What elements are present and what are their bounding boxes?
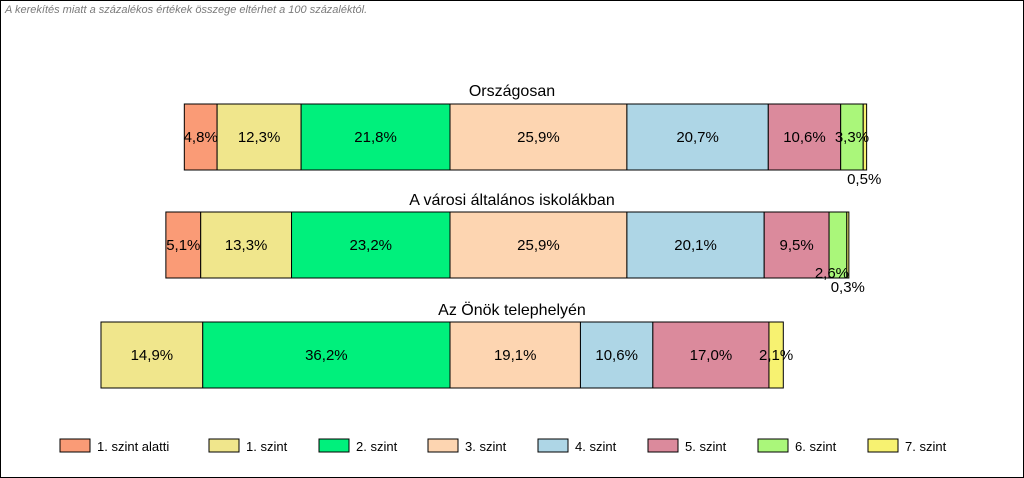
data-label: 10,6% xyxy=(783,129,826,146)
legend-swatch xyxy=(318,438,350,453)
row-title: Országosan xyxy=(469,83,555,100)
data-label: 12,3% xyxy=(238,129,281,146)
data-label: 10,6% xyxy=(595,347,638,364)
data-label: 23,2% xyxy=(349,237,392,254)
bar-segment xyxy=(183,103,218,171)
legend-swatch xyxy=(208,438,240,453)
data-label: 25,9% xyxy=(517,129,560,146)
row-title: A városi általános iskolákban xyxy=(409,192,614,209)
bar-segment xyxy=(100,321,204,389)
data-label: 17,0% xyxy=(690,347,733,364)
bar-segment xyxy=(449,211,628,279)
rounding-note: A kerekítés miatt a százalékos értékek ö… xyxy=(5,4,368,16)
data-label: 20,1% xyxy=(674,237,717,254)
bar-segment xyxy=(767,103,842,171)
bar-segment xyxy=(768,321,784,389)
data-label: 36,2% xyxy=(305,347,348,364)
bar-segment xyxy=(763,211,830,279)
data-label: 19,1% xyxy=(494,347,537,364)
bar-segment xyxy=(200,211,293,279)
legend-swatch xyxy=(537,438,569,453)
data-label: 0,3% xyxy=(831,279,865,296)
bar-segment xyxy=(449,103,628,171)
data-label: 3,3% xyxy=(835,129,869,146)
bar-segment xyxy=(846,211,850,279)
legend-label: 3. szint xyxy=(465,439,507,454)
data-label: 13,3% xyxy=(225,237,268,254)
data-label: 25,9% xyxy=(517,237,560,254)
legend-swatch xyxy=(867,438,899,453)
legend-label: 6. szint xyxy=(795,439,837,454)
bar-segment xyxy=(862,103,868,171)
data-label: 2,1% xyxy=(759,347,793,364)
legend-label: 1. szint xyxy=(246,439,288,454)
legend-label: 5. szint xyxy=(685,439,727,454)
bar-segment xyxy=(291,211,451,279)
row-title: Az Önök telephelyén xyxy=(438,301,586,319)
bar-segment xyxy=(449,321,581,389)
legend-swatch xyxy=(647,438,679,453)
bar-segment xyxy=(626,211,765,279)
bar-segment xyxy=(165,211,202,279)
bar-segment xyxy=(652,321,770,389)
data-label: 21,8% xyxy=(354,129,397,146)
legend-swatch xyxy=(59,438,91,453)
bar-segment xyxy=(626,103,769,171)
legend-label: 1. szint alatti xyxy=(97,439,169,454)
data-label: 4,8% xyxy=(184,129,218,146)
legend-swatch xyxy=(427,438,459,453)
data-label: 5,1% xyxy=(166,237,200,254)
legend-label: 2. szint xyxy=(356,439,398,454)
legend-swatch xyxy=(757,438,789,453)
bar-segment xyxy=(579,321,654,389)
legend-label: 4. szint xyxy=(575,439,617,454)
legend-label: 7. szint xyxy=(905,439,947,454)
data-label: 2,6% xyxy=(815,265,849,282)
data-label: 0,5% xyxy=(847,171,881,188)
data-label: 20,7% xyxy=(676,129,719,146)
data-label: 9,5% xyxy=(780,237,814,254)
data-label: 14,9% xyxy=(131,347,174,364)
